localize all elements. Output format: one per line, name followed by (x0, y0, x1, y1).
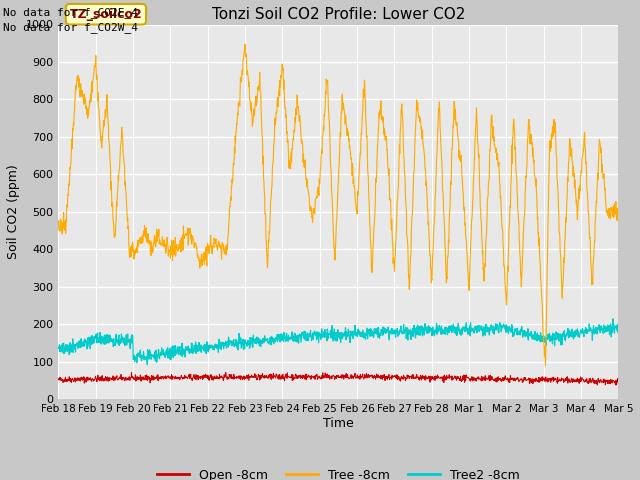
Tree -8cm (241, 41, 249, 47)
Line: Open -8cm: Open -8cm (58, 372, 618, 385)
X-axis label: Time: Time (323, 417, 354, 430)
Tree -8cm (155, 233, 163, 239)
Text: No data for f_CO2E_4: No data for f_CO2E_4 (3, 7, 138, 18)
Tree -8cm (65, 181, 73, 187)
Tree -8cm (54, 225, 62, 230)
Open -8cm (222, 370, 230, 375)
Legend: Open -8cm, Tree -8cm, Tree2 -8cm: Open -8cm, Tree -8cm, Tree2 -8cm (152, 464, 524, 480)
Tree -8cm (441, 230, 449, 236)
Tree -8cm (541, 363, 549, 369)
Y-axis label: Soil CO2 (ppm): Soil CO2 (ppm) (7, 165, 20, 259)
Open -8cm (593, 382, 601, 388)
Line: Tree -8cm: Tree -8cm (58, 44, 618, 366)
Open -8cm (308, 373, 316, 379)
Tree2 -8cm (341, 332, 349, 337)
Open -8cm (441, 375, 449, 381)
Open -8cm (54, 376, 62, 382)
Line: Tree2 -8cm: Tree2 -8cm (58, 319, 618, 365)
Tree2 -8cm (155, 349, 163, 355)
Tree2 -8cm (609, 316, 617, 322)
Open -8cm (155, 375, 163, 381)
Open -8cm (579, 376, 586, 382)
Tree -8cm (614, 207, 622, 213)
Tree2 -8cm (441, 324, 449, 330)
Tree2 -8cm (143, 362, 151, 368)
Title: Tonzi Soil CO2 Profile: Lower CO2: Tonzi Soil CO2 Profile: Lower CO2 (212, 7, 465, 22)
Tree2 -8cm (54, 345, 62, 351)
Open -8cm (341, 372, 349, 378)
Tree2 -8cm (614, 321, 622, 327)
Tree -8cm (579, 153, 587, 158)
Tree -8cm (308, 215, 316, 220)
Open -8cm (614, 380, 622, 385)
Tree -8cm (341, 121, 349, 127)
Tree2 -8cm (308, 334, 316, 339)
Text: No data for f_CO2W_4: No data for f_CO2W_4 (3, 22, 138, 33)
Open -8cm (65, 378, 73, 384)
Tree2 -8cm (65, 347, 73, 353)
Tree2 -8cm (579, 326, 586, 332)
Text: TZ_soilco2: TZ_soilco2 (70, 8, 142, 21)
